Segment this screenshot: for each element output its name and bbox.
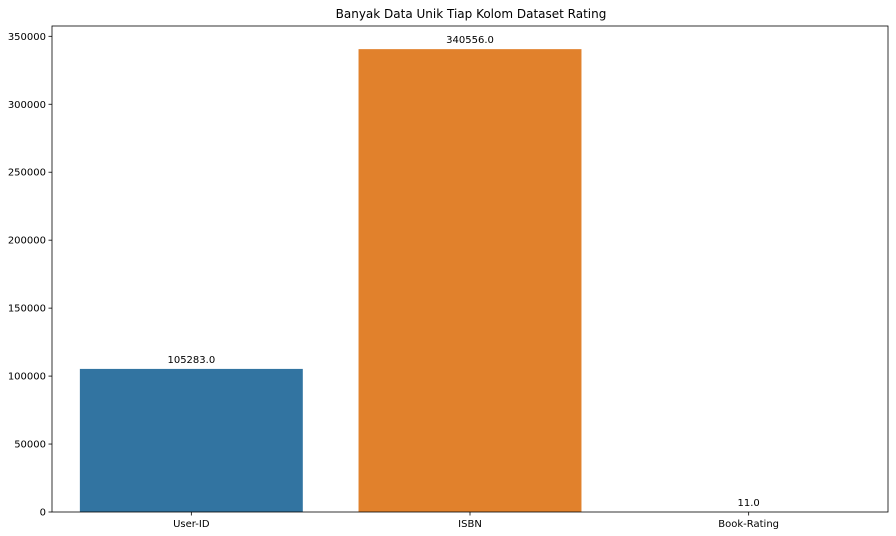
- y-axis: 0 50000 100000 150000 200000 250000 300000 3500…: [8, 32, 52, 519]
- y-tick-label: 350000: [8, 32, 46, 43]
- chart-title: Banyak Data Unik Tiap Kolom Dataset Rati…: [336, 7, 607, 21]
- data-labels-group: 105283.0 340556.0 11.0: [167, 35, 759, 509]
- x-axis: User-ID ISBN Book-Rating: [173, 512, 779, 530]
- x-tick-label: ISBN: [458, 519, 482, 530]
- y-tick-label: 100000: [8, 372, 46, 383]
- y-tick-label: 150000: [8, 304, 46, 315]
- data-label: 105283.0: [167, 355, 215, 366]
- x-tick-label: Book-Rating: [718, 519, 779, 530]
- y-tick-label: 300000: [8, 100, 46, 111]
- x-tick-label: User-ID: [173, 519, 210, 530]
- y-tick-label: 200000: [8, 236, 46, 247]
- plot-frame: [51, 25, 889, 513]
- y-tick-label: 50000: [14, 440, 46, 451]
- y-tick-label: 250000: [8, 168, 46, 179]
- data-label: 11.0: [738, 498, 760, 509]
- bar-user-id: [79, 368, 303, 512]
- y-tick-label: 0: [40, 508, 46, 519]
- bar-isbn: [358, 49, 582, 512]
- bars-group: [79, 49, 861, 512]
- data-label: 340556.0: [446, 35, 494, 46]
